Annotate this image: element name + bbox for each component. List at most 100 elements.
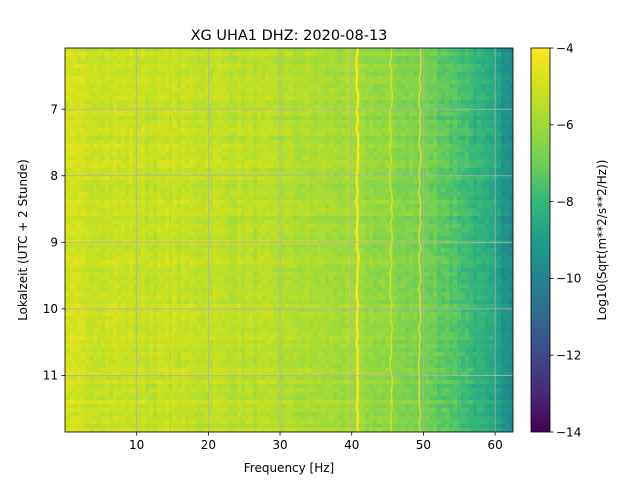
- heatmap-cell: [97, 72, 102, 77]
- heatmap-cell: [281, 160, 286, 165]
- heatmap-cell: [429, 80, 434, 85]
- heatmap-cell: [469, 212, 474, 217]
- heatmap-cell: [417, 72, 422, 77]
- heatmap-cell: [153, 120, 158, 125]
- heatmap-cell: [81, 144, 86, 149]
- heatmap-cell: [405, 188, 410, 193]
- heatmap-cell: [385, 88, 390, 93]
- heatmap-cell: [425, 212, 430, 217]
- heatmap-cell: [225, 56, 230, 61]
- heatmap-cell: [113, 116, 118, 121]
- heatmap-cell: [265, 176, 270, 181]
- heatmap-cell: [241, 148, 246, 153]
- heatmap-cell: [117, 216, 122, 221]
- heatmap-cell: [353, 76, 358, 81]
- heatmap-cell: [361, 96, 366, 101]
- heatmap-cell: [149, 100, 154, 105]
- heatmap-cell: [325, 176, 330, 181]
- heatmap-cell: [465, 176, 470, 181]
- heatmap-cell: [97, 128, 102, 133]
- heatmap-cell: [205, 112, 210, 117]
- heatmap-cell: [409, 184, 414, 189]
- heatmap-cell: [321, 96, 326, 101]
- heatmap-cell: [477, 220, 482, 225]
- heatmap-cell: [377, 208, 382, 213]
- heatmap-cell: [413, 188, 418, 193]
- heatmap-cell: [81, 208, 86, 213]
- heatmap-cell: [341, 120, 346, 125]
- heatmap-cell: [241, 184, 246, 189]
- heatmap-cell: [193, 100, 198, 105]
- heatmap-cell: [105, 200, 110, 205]
- heatmap-cell: [297, 144, 302, 149]
- heatmap-cell: [481, 104, 486, 109]
- heatmap-cell: [445, 176, 450, 181]
- heatmap-cell: [405, 216, 410, 221]
- heatmap-cell: [325, 112, 330, 117]
- heatmap-cell: [265, 96, 270, 101]
- heatmap-cell: [365, 96, 370, 101]
- heatmap-cell: [133, 132, 138, 137]
- heatmap-cell: [73, 116, 78, 121]
- heatmap-cell: [101, 52, 106, 57]
- heatmap-cell: [501, 100, 506, 105]
- heatmap-cell: [361, 60, 366, 65]
- heatmap-cell: [401, 148, 406, 153]
- heatmap-cell: [369, 124, 374, 129]
- heatmap-cell: [121, 208, 126, 213]
- heatmap-cell: [185, 176, 190, 181]
- heatmap-cell: [501, 208, 506, 213]
- heatmap-cell: [497, 116, 502, 121]
- heatmap-cell: [405, 140, 410, 145]
- heatmap-cell: [481, 164, 486, 169]
- heatmap-cell: [261, 104, 266, 109]
- heatmap-cell: [281, 128, 286, 133]
- heatmap-cell: [229, 128, 234, 133]
- heatmap-cell: [337, 128, 342, 133]
- heatmap-cell: [309, 92, 314, 97]
- heatmap: [65, 48, 513, 432]
- heatmap-cell: [365, 112, 370, 117]
- heatmap-cell: [189, 144, 194, 149]
- heatmap-cell: [301, 84, 306, 89]
- heatmap-cell: [457, 168, 462, 173]
- heatmap-cell: [273, 76, 278, 81]
- heatmap-cell: [497, 96, 502, 101]
- heatmap-cell: [77, 184, 82, 189]
- heatmap-cell: [273, 100, 278, 105]
- heatmap-cell: [233, 152, 238, 157]
- heatmap-cell: [405, 192, 410, 197]
- heatmap-cell: [113, 212, 118, 217]
- heatmap-cell: [293, 192, 298, 197]
- heatmap-cell: [241, 168, 246, 173]
- heatmap-cell: [165, 216, 170, 221]
- heatmap-cell: [277, 96, 282, 101]
- heatmap-cell: [181, 100, 186, 105]
- heatmap-cell: [393, 84, 398, 89]
- heatmap-cell: [385, 104, 390, 109]
- heatmap-cell: [485, 184, 490, 189]
- heatmap-cell: [153, 68, 158, 73]
- heatmap-cell: [481, 208, 486, 213]
- heatmap-cell: [377, 204, 382, 209]
- heatmap-cell: [349, 212, 354, 217]
- heatmap-cell: [201, 160, 206, 165]
- heatmap-cell: [269, 196, 274, 201]
- heatmap-cell: [405, 60, 410, 65]
- heatmap-cell: [305, 212, 310, 217]
- heatmap-cell: [357, 104, 362, 109]
- heatmap-cell: [373, 216, 378, 221]
- heatmap-cell: [273, 80, 278, 85]
- heatmap-cell: [229, 60, 234, 65]
- heatmap-cell: [101, 80, 106, 85]
- heatmap-cell: [465, 128, 470, 133]
- heatmap-cell: [261, 84, 266, 89]
- heatmap-cell: [265, 84, 270, 89]
- heatmap-cell: [305, 220, 310, 225]
- heatmap-cell: [221, 200, 226, 205]
- heatmap-cell: [445, 152, 450, 157]
- heatmap-cell: [129, 88, 134, 93]
- heatmap-cell: [365, 144, 370, 149]
- heatmap-cell: [465, 212, 470, 217]
- heatmap-cell: [185, 212, 190, 217]
